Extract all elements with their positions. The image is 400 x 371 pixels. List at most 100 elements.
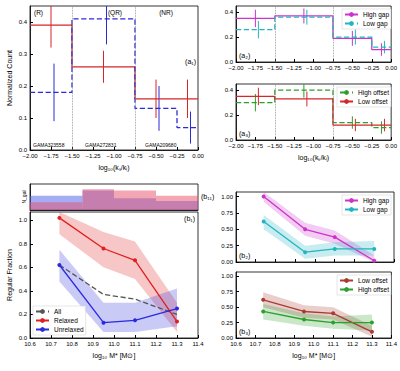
svg-text:0.4: 0.4: [225, 9, 234, 15]
svg-text:High offset: High offset: [358, 286, 389, 294]
svg-text:1.0: 1.0: [19, 217, 28, 223]
svg-text:−1.50: −1.50: [267, 65, 283, 71]
svg-text:−1.25: −1.25: [287, 143, 303, 149]
svg-text:log₁₀ M* [M⊙]: log₁₀ M* [M⊙]: [292, 352, 335, 360]
svg-text:(b₁): (b₁): [184, 215, 195, 223]
svg-text:0.25: 0.25: [221, 320, 233, 326]
svg-text:All: All: [54, 308, 62, 315]
svg-text:(a₁): (a₁): [185, 58, 196, 66]
svg-text:11.1: 11.1: [327, 341, 339, 347]
svg-text:10.8: 10.8: [66, 341, 78, 347]
svg-text:log₁₀(kₛ/kₗ): log₁₀(kₛ/kₗ): [298, 154, 329, 162]
svg-text:−1.75: −1.75: [248, 143, 264, 149]
svg-text:Low gap: Low gap: [363, 206, 388, 214]
svg-text:11.2: 11.2: [347, 341, 359, 347]
svg-text:Low offset: Low offset: [358, 98, 388, 105]
svg-text:0.2: 0.2: [225, 34, 234, 40]
svg-text:0.1: 0.1: [19, 115, 28, 121]
svg-text:10.9: 10.9: [87, 341, 99, 347]
svg-text:−0.75: −0.75: [127, 153, 143, 159]
svg-text:High gap: High gap: [363, 197, 389, 205]
svg-text:0.4: 0.4: [225, 87, 234, 93]
svg-text:−1.50: −1.50: [267, 143, 283, 149]
svg-text:GAMA272831: GAMA272831: [85, 142, 117, 148]
svg-text:−1.75: −1.75: [43, 153, 59, 159]
svg-text:−1.75: −1.75: [248, 65, 264, 71]
svg-text:(b₁₁): (b₁₁): [201, 193, 214, 201]
svg-text:−0.75: −0.75: [325, 65, 341, 71]
svg-text:(b₃): (b₃): [239, 328, 250, 336]
svg-text:(b₂): (b₂): [239, 252, 250, 260]
svg-text:11.4: 11.4: [386, 341, 398, 347]
svg-text:−0.50: −0.50: [148, 153, 164, 159]
svg-text:GAMA323558: GAMA323558: [33, 142, 65, 148]
svg-text:log₁₀ M* [M⊙]: log₁₀ M* [M⊙]: [93, 352, 136, 360]
svg-text:11.0: 11.0: [108, 341, 120, 347]
svg-text:−1.25: −1.25: [85, 153, 101, 159]
svg-text:1.00: 1.00: [221, 194, 233, 200]
svg-text:−0.25: −0.25: [364, 65, 380, 71]
svg-text:0.00: 0.00: [221, 259, 233, 265]
svg-text:0.50: 0.50: [221, 226, 233, 232]
svg-text:10.6: 10.6: [24, 341, 36, 347]
svg-text:log₁₀(kₛ/kₗ): log₁₀(kₛ/kₗ): [98, 164, 129, 172]
svg-text:10.7: 10.7: [250, 341, 262, 347]
svg-text:11.3: 11.3: [366, 341, 378, 347]
svg-text:11.2: 11.2: [150, 341, 162, 347]
svg-text:Normalized Count: Normalized Count: [6, 50, 13, 106]
svg-text:−1.50: −1.50: [64, 153, 80, 159]
svg-text:0.2: 0.2: [225, 112, 234, 118]
svg-text:(QR): (QR): [108, 9, 122, 17]
svg-text:−0.50: −0.50: [345, 65, 361, 71]
svg-text:0.6: 0.6: [19, 264, 28, 270]
svg-text:10.9: 10.9: [288, 341, 300, 347]
svg-text:0.75: 0.75: [221, 210, 233, 216]
svg-text:(NR): (NR): [159, 9, 173, 17]
svg-text:−2.00: −2.00: [228, 65, 244, 71]
svg-text:1.00: 1.00: [221, 273, 233, 279]
svg-text:(a₃): (a₃): [239, 130, 250, 138]
svg-text:−2.00: −2.00: [228, 143, 244, 149]
svg-text:0.75: 0.75: [221, 289, 233, 295]
svg-text:0.0: 0.0: [224, 59, 233, 65]
svg-text:0.2: 0.2: [19, 311, 28, 317]
svg-text:−1.25: −1.25: [287, 65, 303, 71]
svg-text:Unrelaxed: Unrelaxed: [54, 326, 84, 333]
svg-text:Low offset: Low offset: [358, 277, 388, 284]
svg-text:0.2: 0.2: [19, 83, 28, 89]
svg-text:Regular Fraction: Regular Fraction: [6, 249, 14, 301]
svg-text:11.0: 11.0: [308, 341, 320, 347]
svg-text:0.00: 0.00: [385, 143, 397, 149]
svg-text:0.00: 0.00: [385, 65, 397, 71]
svg-text:0.50: 0.50: [221, 304, 233, 310]
svg-text:−0.25: −0.25: [364, 143, 380, 149]
svg-text:0.3: 0.3: [19, 51, 28, 57]
svg-text:GAMA209680: GAMA209680: [145, 142, 177, 148]
svg-text:11.1: 11.1: [129, 341, 141, 347]
svg-text:0.00: 0.00: [192, 153, 204, 159]
svg-text:0.25: 0.25: [221, 243, 233, 249]
svg-text:0.4: 0.4: [19, 19, 28, 25]
svg-text:11.4: 11.4: [192, 341, 204, 347]
svg-text:0.4: 0.4: [19, 288, 28, 294]
svg-text:−0.75: −0.75: [325, 143, 341, 149]
svg-text:Low gap: Low gap: [363, 20, 388, 28]
svg-text:0.8: 0.8: [19, 241, 28, 247]
svg-text:10.6: 10.6: [230, 341, 242, 347]
svg-text:−1.00: −1.00: [306, 143, 322, 149]
svg-text:N_gal: N_gal: [21, 190, 27, 203]
svg-text:High gap: High gap: [363, 11, 389, 19]
svg-text:(a₂): (a₂): [239, 52, 250, 60]
svg-text:10.8: 10.8: [269, 341, 281, 347]
svg-text:High offset: High offset: [358, 89, 389, 97]
svg-text:(R): (R): [34, 9, 43, 17]
svg-text:0.0: 0.0: [18, 147, 27, 153]
svg-text:10.7: 10.7: [45, 341, 57, 347]
svg-text:−1.00: −1.00: [106, 153, 122, 159]
svg-text:−0.50: −0.50: [345, 143, 361, 149]
svg-text:Relaxed: Relaxed: [54, 317, 78, 324]
svg-text:−2.00: −2.00: [22, 153, 38, 159]
svg-text:−1.00: −1.00: [306, 65, 322, 71]
svg-text:11.3: 11.3: [171, 341, 183, 347]
svg-text:−0.25: −0.25: [169, 153, 185, 159]
